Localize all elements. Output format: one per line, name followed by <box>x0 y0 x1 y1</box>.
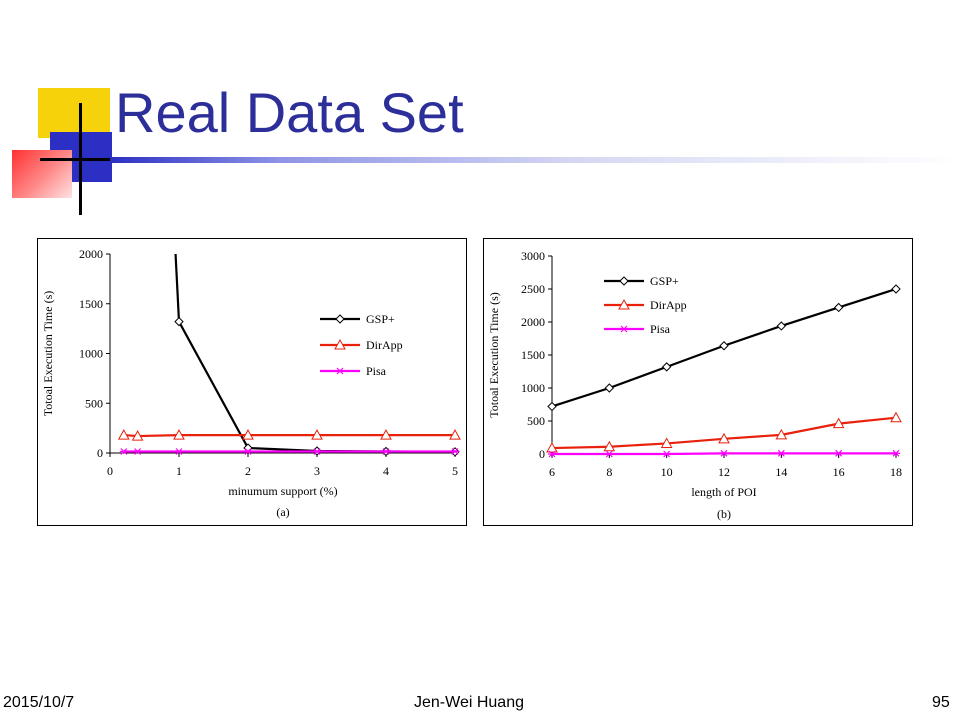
data-point <box>546 442 558 453</box>
legend-marker <box>619 276 629 286</box>
legend-label: GSP+ <box>366 312 395 326</box>
data-point <box>451 448 459 455</box>
data-point <box>449 429 461 440</box>
data-point <box>604 383 615 393</box>
data-point <box>175 448 183 455</box>
legend-marker <box>620 325 628 333</box>
chart-b: 0 500 1000 1500 2000 2500 3000 6 8 10 12 14 16 18 leng… <box>487 249 902 521</box>
decor-horizontal-line <box>40 158 125 161</box>
y-tick-label: 0 <box>97 446 103 460</box>
y-tick-label: 2000 <box>521 315 545 329</box>
data-point <box>718 432 730 444</box>
data-point <box>891 284 901 294</box>
data-point <box>776 321 787 331</box>
data-point <box>380 429 392 440</box>
data-point <box>662 450 671 458</box>
data-point <box>660 437 673 448</box>
x-tick-label: 8 <box>606 465 612 479</box>
legend-label: GSP+ <box>650 274 679 288</box>
data-point <box>313 448 321 455</box>
x-tick-label: 1 <box>176 464 182 478</box>
legend-marker <box>618 298 630 310</box>
data-point <box>131 430 144 441</box>
slide-title: Real Data Set <box>115 81 464 144</box>
x-tick-label: 10 <box>661 465 673 479</box>
data-point <box>242 429 254 440</box>
legend-label: DirApp <box>650 298 687 312</box>
y-tick-label: 1500 <box>79 297 103 311</box>
chart-panel-a: 0 500 1000 1500 2000 0 1 2 3 4 5 minumum support (%… <box>37 238 467 526</box>
x-tick-label: 6 <box>549 465 555 479</box>
series-line <box>174 253 456 453</box>
y-tick-label: 2500 <box>521 282 545 296</box>
y-tick-label: 3000 <box>521 249 545 263</box>
data-point <box>119 448 128 455</box>
decor-yellow-square <box>38 88 110 138</box>
x-tick-label: 12 <box>718 465 730 479</box>
x-tick-label: 0 <box>107 464 113 478</box>
chart-panel-b: 0 500 1000 1500 2000 2500 3000 6 8 10 12 14 16 18 leng… <box>483 238 913 526</box>
data-point <box>382 448 390 455</box>
chart-caption: (b) <box>717 507 731 521</box>
x-tick-label: 14 <box>775 465 787 479</box>
chart-caption: (a) <box>276 505 289 519</box>
data-point <box>661 362 672 372</box>
x-tick-label: 3 <box>314 464 320 478</box>
y-tick-label: 1500 <box>521 348 545 362</box>
data-point <box>311 429 323 440</box>
y-tick-label: 0 <box>539 447 545 461</box>
chart-a: 0 500 1000 1500 2000 0 1 2 3 4 5 minumum support (%… <box>41 247 461 519</box>
data-point <box>548 450 556 458</box>
data-point <box>892 449 900 457</box>
data-point <box>833 302 844 313</box>
series-line <box>123 433 455 438</box>
data-point <box>720 449 728 457</box>
y-axis-label: Totoal Execution Time (s) <box>487 292 501 417</box>
title-underline <box>110 157 960 163</box>
legend-marker <box>336 367 344 375</box>
legend-label: Pisa <box>366 364 387 378</box>
data-point <box>547 401 557 412</box>
y-tick-label: 500 <box>85 396 103 410</box>
data-point <box>605 450 614 458</box>
legend-marker <box>334 338 346 350</box>
legend-label: DirApp <box>366 338 403 352</box>
x-axis-label: length of POI <box>691 485 756 499</box>
data-point <box>834 449 843 457</box>
data-point <box>603 440 616 452</box>
data-point <box>174 316 184 327</box>
data-point <box>173 429 185 440</box>
data-point <box>244 448 252 455</box>
y-tick-label: 500 <box>527 414 545 428</box>
y-tick-label: 1000 <box>79 347 103 361</box>
footer-date: 2015/10/7 <box>3 694 75 711</box>
footer-page-number: 95 <box>932 694 950 711</box>
x-tick-label: 4 <box>383 464 389 478</box>
x-tick-label: 18 <box>890 465 902 479</box>
y-tick-label: 2000 <box>79 247 103 261</box>
x-axis-label: minumum support (%) <box>228 484 337 498</box>
footer-author: Jen-Wei Huang <box>414 694 524 711</box>
legend-marker <box>335 314 345 324</box>
x-tick-label: 16 <box>833 465 845 479</box>
data-point <box>719 341 729 351</box>
data-point <box>832 417 845 429</box>
x-tick-label: 5 <box>452 464 458 478</box>
x-tick-label: 2 <box>245 464 251 478</box>
data-point <box>890 411 902 423</box>
data-point <box>775 428 788 440</box>
data-point <box>117 429 130 440</box>
legend-label: Pisa <box>650 322 671 336</box>
y-tick-label: 1000 <box>521 381 545 395</box>
y-axis-label: Totoal Execution Time (s) <box>41 291 55 416</box>
data-point <box>133 448 142 455</box>
data-point <box>777 449 786 457</box>
